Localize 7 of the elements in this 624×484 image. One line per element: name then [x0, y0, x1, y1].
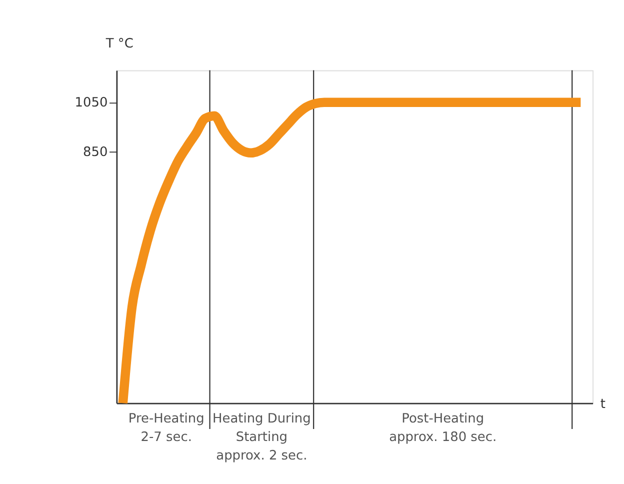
x-axis-title: t	[600, 397, 606, 412]
text: Post-Heating approx. 180 sec.	[389, 411, 497, 445]
text: Heating During Starting approx. 2 sec.	[212, 411, 311, 464]
y-axis-title: T °C	[104, 36, 134, 52]
text: Pre-Heating 2-7 sec.	[128, 411, 204, 445]
y-tick-label: 850	[82, 144, 108, 160]
y-tick-label: 1050	[74, 95, 108, 110]
